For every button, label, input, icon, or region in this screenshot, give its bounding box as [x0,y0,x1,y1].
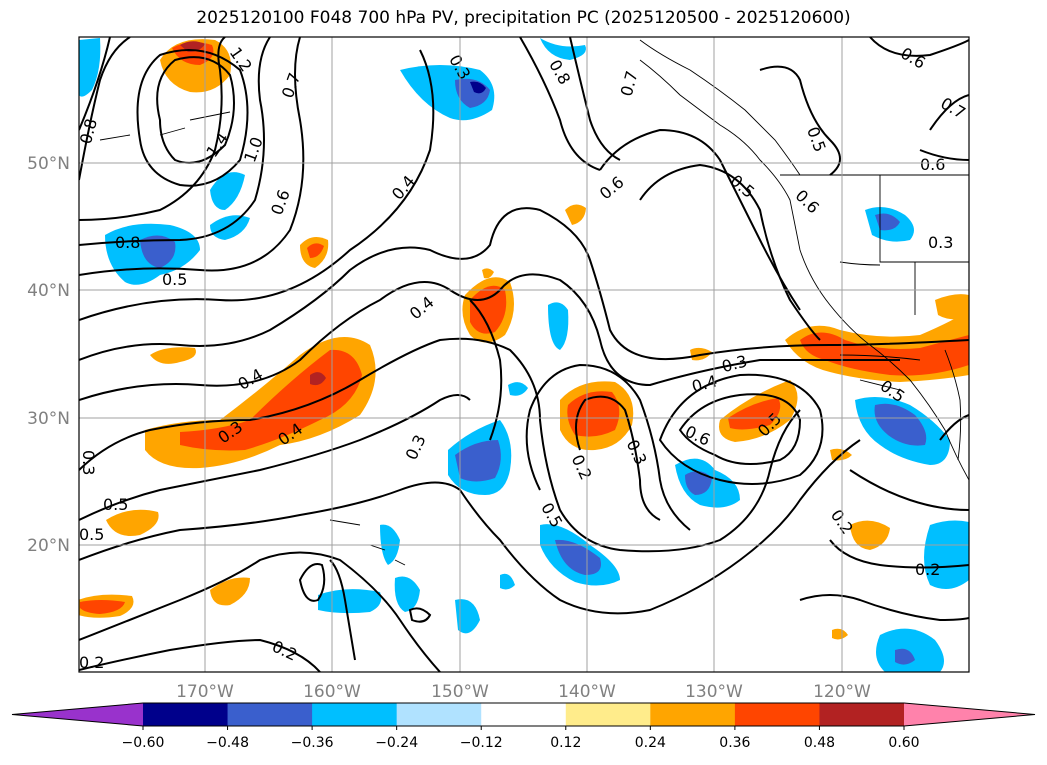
colorbar-tick-label: 0.36 [719,735,750,751]
colorbar-segment [819,703,905,726]
lon-label: 120°W [813,682,871,702]
precip-shading [79,38,969,672]
lat-label: 20°N [27,536,70,556]
colorbar-tick-label: −0.24 [375,735,418,751]
pv-contours [79,37,969,672]
contour-label: 0.3 [79,450,98,475]
contour-label: 0.6 [920,155,945,174]
longitude-labels: 170°W 160°W 150°W 140°W 130°W 120°W [176,682,871,702]
colorbar-segment [312,703,398,726]
lon-label: 130°W [685,682,743,702]
contour-label: 0.3 [928,233,953,252]
colorbar-tick-label: 0.48 [804,735,835,751]
contour-label: 0.5 [103,495,128,514]
colorbar-segment [565,703,651,726]
colorbar-segment [481,703,567,726]
lat-label: 50°N [27,154,70,174]
colorbar-tick-label: −0.60 [122,735,165,751]
colorbar-extend-high [904,703,1035,726]
colorbar-tick-label: 0.12 [550,735,581,751]
contour-label: 0.8 [115,233,140,252]
graticule [79,37,969,672]
colorbar-segment [227,703,313,726]
map-title: 2025120100 F048 700 hPa PV, precipitatio… [196,8,851,28]
lat-label: 30°N [27,409,70,429]
lon-label: 150°W [431,682,489,702]
latitude-labels: 50°N 40°N 30°N 20°N [27,154,70,556]
colorbar-segment [143,703,229,726]
map-frame [78,36,970,673]
colorbar-segment [396,703,482,726]
colorbar-tick-label: −0.12 [460,735,503,751]
contour-label: 0.5 [162,270,187,289]
colorbar-tick-label: 0.60 [888,735,919,751]
contour-label: 0.2 [79,653,104,672]
colorbar-segment [650,703,736,726]
colorbar-tick-label: −0.48 [206,735,249,751]
contour-label: 0.2 [915,560,940,579]
lat-label: 40°N [27,281,70,301]
colorbar-tick-label: −0.36 [291,735,334,751]
contour-label: 0.5 [79,525,104,544]
coastlines [99,39,969,566]
colorbar-segment [734,703,820,726]
colorbar: −0.60 −0.48 −0.36 −0.24 −0.12 0.12 0.24 0.36 0.4… [11,702,1036,751]
contour-label: 0.8 [76,117,101,147]
colorbar-extend-low [12,703,143,726]
lon-label: 160°W [303,682,361,702]
lon-label: 140°W [558,682,616,702]
lon-label: 170°W [176,682,234,702]
colorbar-tick-label: 0.24 [635,735,666,751]
